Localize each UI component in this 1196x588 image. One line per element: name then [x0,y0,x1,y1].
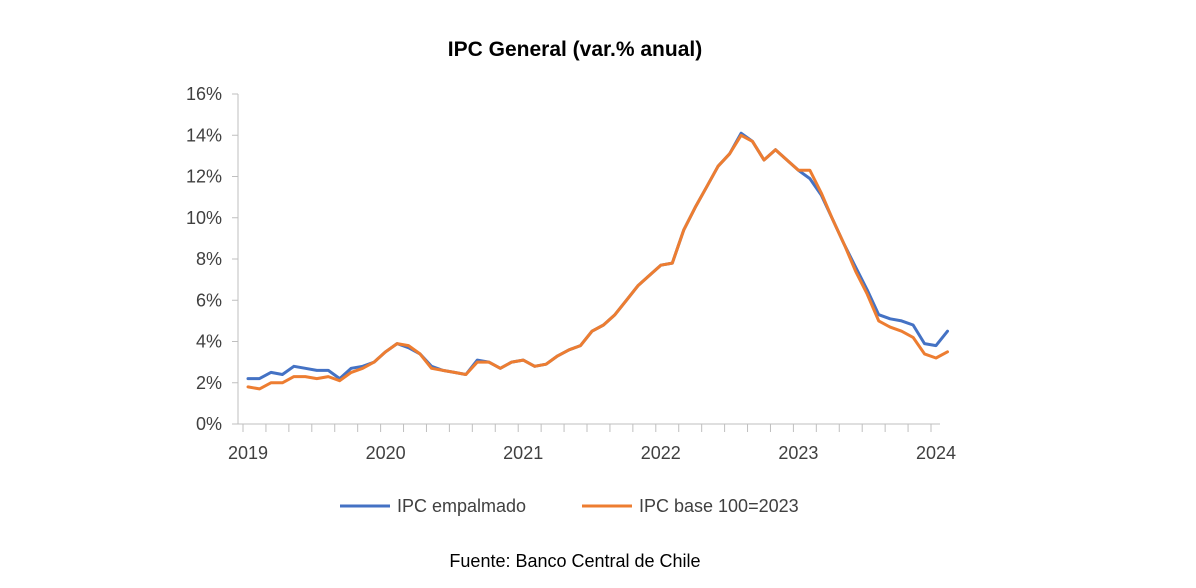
legend: IPC empalmado IPC base 100=2023 [340,496,799,516]
y-tick-label: 16% [186,84,222,104]
y-axis: 0% 2% 4% 6% 8% 10% 12% 14% 16% [186,84,239,434]
series-lines [246,131,949,391]
x-tick-label: 2023 [778,443,818,463]
x-tick-label: 2020 [366,443,406,463]
y-tick-label: 14% [186,125,222,145]
x-axis: 2019 2020 2021 2022 2023 2024 [228,423,956,463]
y-tick-label: 10% [186,208,222,228]
x-tick-label: 2019 [228,443,268,463]
series-ipc-empalmado [246,131,949,381]
y-tick-label: 8% [196,249,222,269]
x-tick-label: 2022 [641,443,681,463]
series-ipc-base-2023 [246,133,949,391]
chart-source: Fuente: Banco Central de Chile [449,551,700,571]
chart-title: IPC General (var.% anual) [448,38,702,61]
y-tick-label: 6% [196,290,222,310]
y-tick-label: 2% [196,373,222,393]
y-tick-label: 0% [196,414,222,434]
x-tick-label: 2021 [503,443,543,463]
legend-label-ipc-empalmado: IPC empalmado [397,496,526,516]
y-tick-label: 12% [186,167,222,187]
x-tick-label: 2024 [916,443,956,463]
y-tick-label: 4% [196,332,222,352]
legend-label-ipc-base-2023: IPC base 100=2023 [639,496,799,516]
